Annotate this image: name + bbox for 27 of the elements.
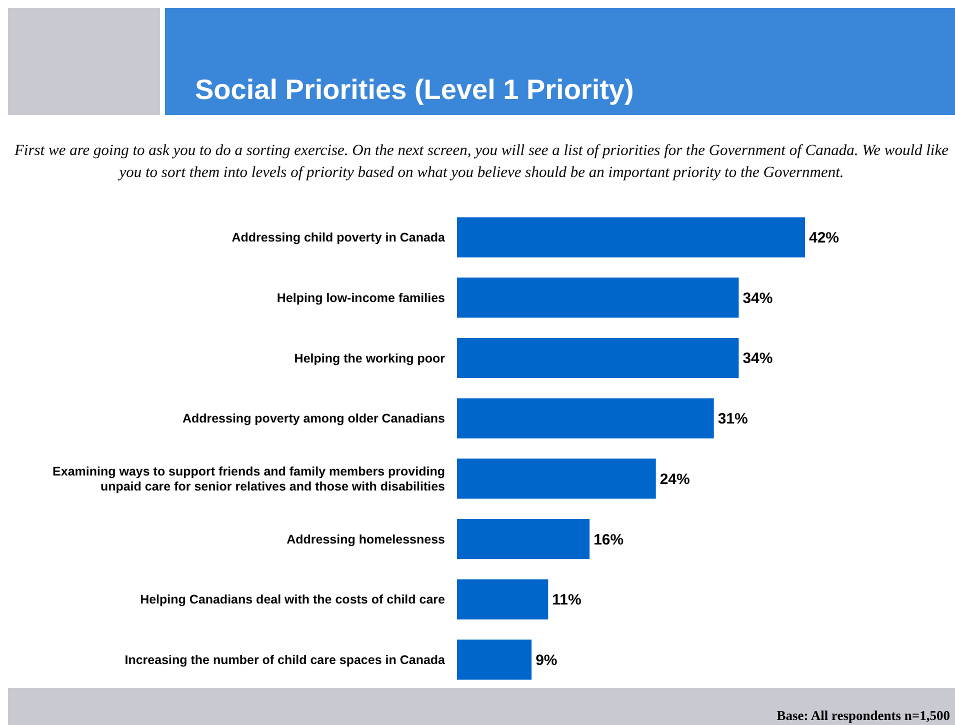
data-label: 16% <box>594 531 624 548</box>
bar <box>457 458 656 499</box>
y-tick-label: Helping the working poor <box>294 351 446 366</box>
data-label: 11% <box>552 592 582 609</box>
bar <box>457 579 548 620</box>
text: Base: All respondents n=1,500 <box>776 708 950 723</box>
y-tick-label: Helping Canadians deal with the costs of child care <box>140 592 446 607</box>
y-tick-label: Addressing child poverty in Canada <box>232 230 446 245</box>
data-label: 34% <box>742 350 773 368</box>
bar <box>457 338 739 378</box>
y-tick-label: Helping low-income families <box>276 291 446 306</box>
data-label: 24% <box>660 470 690 488</box>
y-tick-label: Examining ways to support friends and family members providing unpaid care for senior relatives and those with disabilities <box>52 464 446 494</box>
y-tick-label: Increasing the number of child care spaces in Canada <box>124 653 446 668</box>
y-tick-label: Addressing homelessness <box>286 532 446 546</box>
bar <box>457 217 805 258</box>
bar <box>457 278 739 318</box>
data-label: 31% <box>718 410 748 428</box>
bar <box>457 518 590 560</box>
y-tick-label: Addressing poverty among older Canadians <box>182 412 446 426</box>
data-label: 9% <box>536 652 558 669</box>
data-label: 42% <box>809 230 840 247</box>
chart-title: Social Priorities (Level 1 Priority) <box>195 74 634 105</box>
chart-subtitle: First we are going to ask you to do a sorting exercise. On the next screen, you will see a list of priorities for the Government of Canada. We would like you to sort them into levels of priority based on what you believe should be an important priority to the Government. <box>13 142 949 181</box>
bar <box>457 640 532 680</box>
bar <box>457 398 714 438</box>
data-label: 34% <box>742 290 773 307</box>
